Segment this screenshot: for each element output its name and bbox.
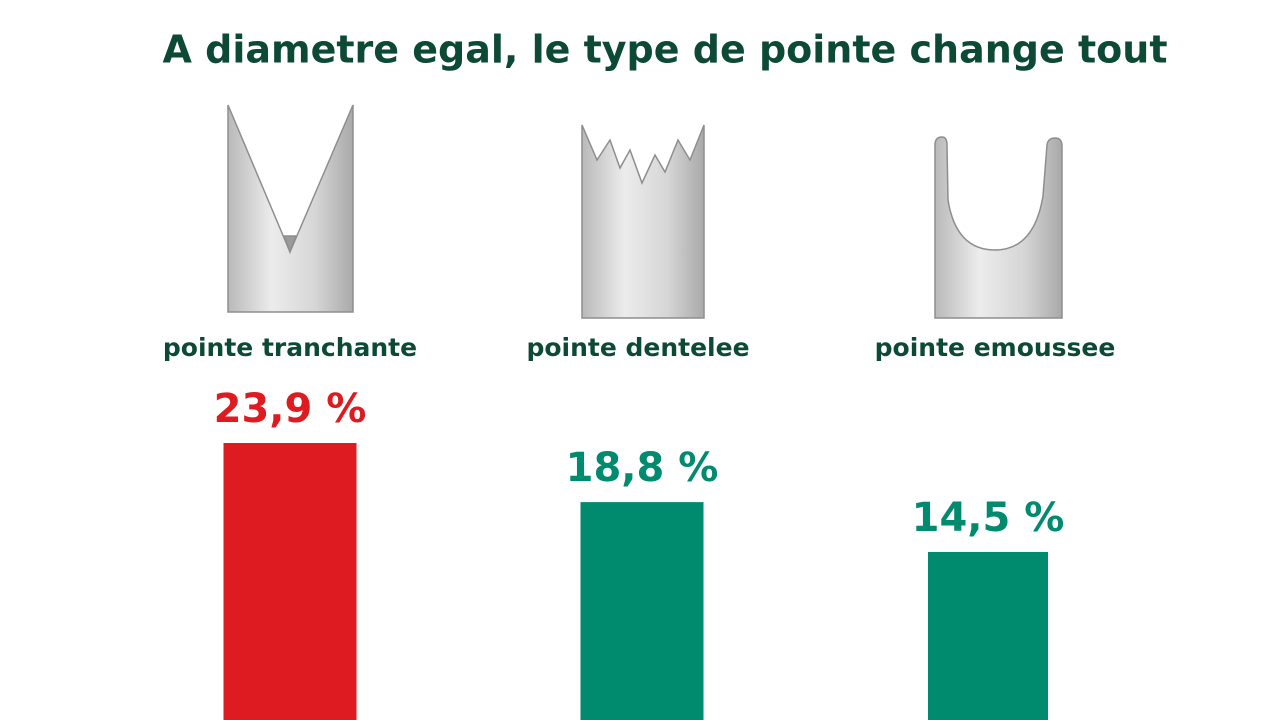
value-label: 23,9 %: [214, 386, 367, 432]
sharp-tip: [227, 104, 354, 313]
category-label: pointe emoussee: [875, 333, 1116, 362]
bar: [928, 551, 1048, 720]
category-label: pointe dentelee: [526, 333, 749, 362]
bar: [580, 502, 704, 720]
bar: [223, 443, 357, 720]
value-label: 14,5 %: [912, 495, 1065, 541]
chart-title: A diametre egal, le type de pointe chang…: [163, 28, 1168, 72]
tip-illustrations: [227, 104, 1063, 319]
blunt-tip: [934, 136, 1063, 319]
category-label: pointe tranchante: [163, 333, 417, 362]
value-label: 18,8 %: [566, 445, 719, 491]
serrated-tip: [581, 124, 705, 319]
sharp-tip-bevel: [282, 235, 298, 255]
